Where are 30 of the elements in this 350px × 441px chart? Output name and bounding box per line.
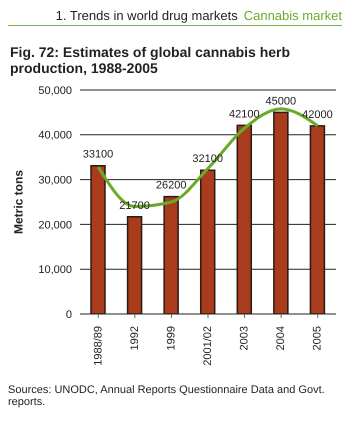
x-tick-label: 1988/89: [92, 326, 104, 366]
bar: [126, 216, 142, 314]
source-note: Sources: UNODC, Annual Reports Questionnaire Data and Govt. reports.: [8, 384, 326, 408]
data-label: 42100: [228, 108, 260, 120]
text: Cannabis market: [244, 8, 342, 23]
x-tick-label: 1992: [128, 326, 141, 350]
y-tick-label: 50,000: [38, 84, 72, 97]
bar: [310, 125, 326, 314]
x-tick-label: 2004: [275, 326, 288, 350]
y-axis-title: Metric tons: [11, 170, 26, 234]
bar: [236, 124, 252, 314]
x-tick-label: 2003: [238, 326, 251, 350]
data-label: 33100: [82, 148, 114, 161]
x-tick-label: 2005: [312, 326, 324, 350]
bar: [200, 169, 216, 314]
x-tick-label: 2001/02: [202, 326, 214, 366]
data-label: 42000: [302, 108, 333, 121]
y-tick-label: 20,000: [38, 219, 72, 232]
chart-title: Fig. 72: Estimates of global cannabis herb production, 1988-2005: [9, 44, 292, 76]
data-label: 26200: [156, 180, 186, 192]
data-label: 45000: [266, 95, 296, 108]
y-tick-label: 30,000: [38, 174, 72, 187]
y-tick-label: 0: [66, 308, 72, 321]
y-tick-label: 40,000: [38, 130, 72, 142]
bar: [90, 164, 106, 314]
y-tick-label: 10,000: [38, 264, 72, 276]
x-tick-label: 1999: [165, 326, 178, 350]
bar: [273, 112, 289, 314]
text: 1. Trends in world drug markets: [56, 8, 238, 23]
bar: [163, 196, 179, 314]
